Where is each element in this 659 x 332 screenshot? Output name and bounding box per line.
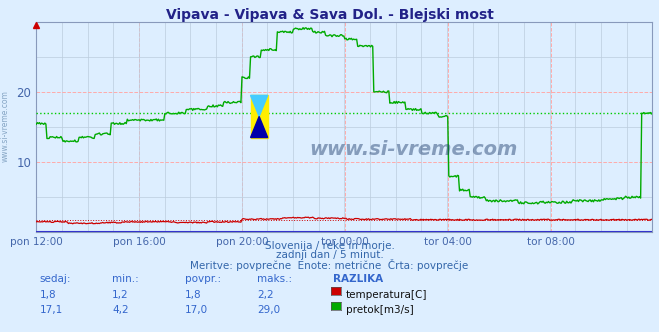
Text: 17,1: 17,1 bbox=[40, 305, 63, 315]
Text: Slovenija / reke in morje.: Slovenija / reke in morje. bbox=[264, 241, 395, 251]
Text: 2,2: 2,2 bbox=[257, 290, 273, 299]
Text: Vipava - Vipava & Sava Dol. - Blejski most: Vipava - Vipava & Sava Dol. - Blejski mo… bbox=[165, 8, 494, 22]
Text: 4,2: 4,2 bbox=[112, 305, 129, 315]
Text: maks.:: maks.: bbox=[257, 274, 292, 284]
Text: povpr.:: povpr.: bbox=[185, 274, 221, 284]
Text: www.si-vreme.com: www.si-vreme.com bbox=[310, 140, 518, 159]
Text: temperatura[C]: temperatura[C] bbox=[346, 290, 428, 299]
Text: sedaj:: sedaj: bbox=[40, 274, 71, 284]
Text: 1,8: 1,8 bbox=[40, 290, 56, 299]
Text: zadnji dan / 5 minut.: zadnji dan / 5 minut. bbox=[275, 250, 384, 260]
Text: www.si-vreme.com: www.si-vreme.com bbox=[1, 90, 10, 162]
Text: RAZLIKA: RAZLIKA bbox=[333, 274, 383, 284]
Text: 1,2: 1,2 bbox=[112, 290, 129, 299]
Polygon shape bbox=[250, 95, 268, 117]
Text: 17,0: 17,0 bbox=[185, 305, 208, 315]
Text: min.:: min.: bbox=[112, 274, 139, 284]
Text: 1,8: 1,8 bbox=[185, 290, 201, 299]
Polygon shape bbox=[250, 117, 268, 137]
Text: pretok[m3/s]: pretok[m3/s] bbox=[346, 305, 414, 315]
Bar bbox=[250, 95, 268, 137]
Text: 29,0: 29,0 bbox=[257, 305, 280, 315]
Text: Meritve: povprečne  Enote: metrične  Črta: povprečje: Meritve: povprečne Enote: metrične Črta:… bbox=[190, 259, 469, 271]
